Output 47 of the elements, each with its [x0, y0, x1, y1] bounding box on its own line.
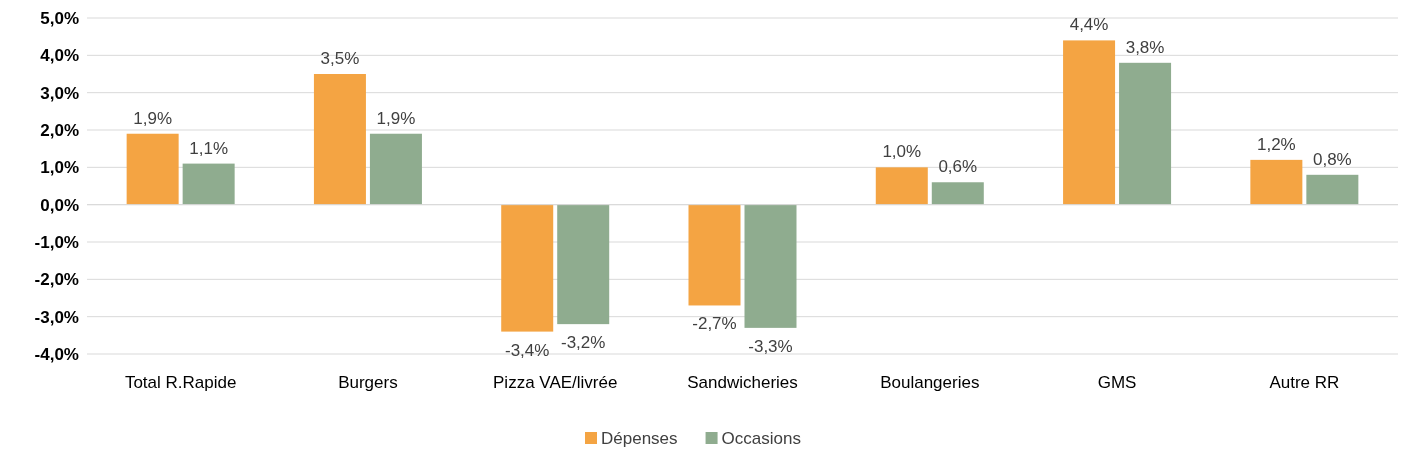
y-tick-label: 0,0% — [40, 195, 79, 215]
legend-label: Dépenses — [601, 429, 678, 448]
x-tick-label: Total R.Rapide — [124, 373, 237, 393]
data-label: 0,6% — [938, 157, 978, 177]
data-label: 1,9% — [133, 108, 173, 128]
data-label: 0,8% — [1312, 149, 1352, 169]
data-label: -3,2% — [561, 333, 606, 353]
y-tick-label: -2,0% — [34, 270, 79, 290]
y-tick-label: -4,0% — [34, 344, 79, 364]
x-tick-label: Sandwicheries — [687, 373, 798, 393]
bar — [313, 74, 366, 205]
bar — [126, 133, 179, 205]
bar — [875, 167, 928, 205]
y-tick-label: 2,0% — [40, 120, 79, 140]
bar — [1119, 62, 1172, 205]
data-label: 4,4% — [1069, 15, 1109, 35]
x-tick-label: Burgers — [338, 373, 398, 393]
data-label: -3,3% — [748, 336, 793, 356]
y-tick-label: 1,0% — [40, 158, 79, 178]
bar — [1063, 40, 1116, 205]
y-tick-label: 5,0% — [40, 8, 79, 28]
data-label: 1,0% — [882, 142, 922, 162]
x-tick-label: GMS — [1097, 373, 1137, 393]
data-label: 1,1% — [189, 138, 229, 158]
data-label: 3,8% — [1125, 37, 1165, 57]
data-label: -3,4% — [505, 340, 550, 360]
y-tick-label: 4,0% — [40, 46, 79, 66]
data-label: 1,2% — [1256, 134, 1296, 154]
y-tick-label: 3,0% — [40, 83, 79, 103]
bar — [182, 163, 235, 205]
y-tick-label: -3,0% — [34, 307, 79, 327]
bar — [688, 204, 741, 306]
bar — [744, 204, 797, 328]
data-label: 1,9% — [376, 108, 416, 128]
legend-label: Occasions — [721, 429, 801, 448]
y-tick-label: -1,0% — [34, 232, 79, 252]
data-label: -2,7% — [692, 314, 737, 334]
bar — [369, 133, 422, 205]
bar — [931, 182, 984, 205]
x-tick-label: Boulangeries — [880, 373, 980, 393]
data-label: 3,5% — [320, 49, 360, 68]
bar — [501, 204, 554, 332]
x-tick-label: Pizza VAE/livrée — [493, 373, 618, 393]
bar — [557, 204, 610, 325]
bar — [1306, 174, 1359, 205]
bar — [1250, 159, 1303, 205]
x-tick-label: Autre RR — [1269, 373, 1340, 393]
